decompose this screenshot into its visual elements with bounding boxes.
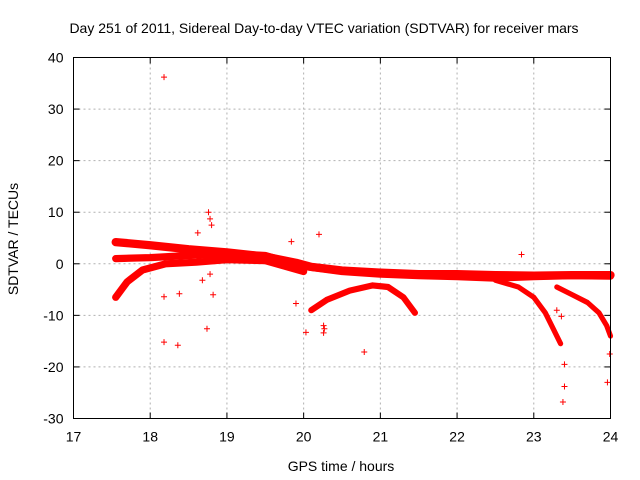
scatter-point	[361, 348, 368, 355]
scatter-point	[302, 329, 309, 336]
scatter-point	[205, 209, 212, 216]
series-band	[112, 249, 615, 282]
scatter-point	[320, 329, 327, 336]
scatter-point	[176, 290, 183, 297]
series-band	[554, 284, 614, 339]
y-tick-label: 20	[48, 153, 64, 169]
scatter-point	[207, 215, 214, 222]
scatter-point	[207, 271, 214, 278]
scatter-point	[199, 277, 206, 284]
x-tick-label: 18	[142, 429, 158, 445]
scatter-point	[210, 291, 217, 298]
scatter-point	[320, 322, 327, 329]
y-tick-label: 30	[48, 101, 64, 117]
scatter-point	[559, 398, 566, 405]
scatter-point	[518, 251, 525, 258]
x-tick-label: 23	[526, 429, 542, 445]
x-tick-label: 17	[66, 429, 82, 445]
scatter-point	[161, 339, 168, 346]
x-tick-label: 22	[449, 429, 465, 445]
y-tick-label: 0	[56, 256, 64, 272]
scatter-point	[321, 325, 328, 332]
grid	[73, 57, 611, 419]
scatter-point	[553, 307, 560, 314]
scatter-point	[161, 293, 168, 300]
y-tick-label: -10	[43, 307, 63, 323]
scatter-point	[208, 222, 215, 229]
plot-frame	[73, 57, 611, 419]
scatter-point	[604, 379, 611, 386]
scatter-point	[194, 229, 201, 236]
scatter-point	[561, 361, 568, 368]
x-axis-label: GPS time / hours	[288, 458, 395, 474]
series-band	[492, 277, 564, 347]
scatter-point	[292, 300, 299, 307]
scatter-point	[558, 313, 565, 320]
series-band	[112, 256, 308, 301]
scatter-point	[606, 351, 613, 358]
scatter-point	[174, 342, 181, 349]
y-tick-label: -20	[43, 359, 63, 375]
series-band	[308, 282, 418, 316]
x-tick-label: 20	[296, 429, 312, 445]
x-tick-label: 21	[373, 429, 389, 445]
scatter-point	[315, 231, 322, 238]
y-tick-label: 10	[48, 204, 64, 220]
axis-ticks: 17 18 19 20 21 22 23 24 -30 -20 -10 0 10 20 30 40	[43, 50, 618, 445]
scatter-point	[561, 383, 568, 390]
data-layer	[111, 74, 615, 405]
scatter-point	[288, 238, 295, 245]
scatter-point	[161, 74, 168, 81]
y-tick-label: 40	[48, 50, 64, 66]
y-tick-label: -30	[43, 411, 63, 427]
x-tick-label: 19	[219, 429, 235, 445]
chart-title: Day 251 of 2011, Sidereal Day-to-day VTE…	[69, 20, 578, 36]
x-tick-label: 24	[603, 429, 619, 445]
scatter-point	[203, 325, 210, 332]
y-axis-label: SDTVAR / TECUs	[5, 183, 21, 295]
